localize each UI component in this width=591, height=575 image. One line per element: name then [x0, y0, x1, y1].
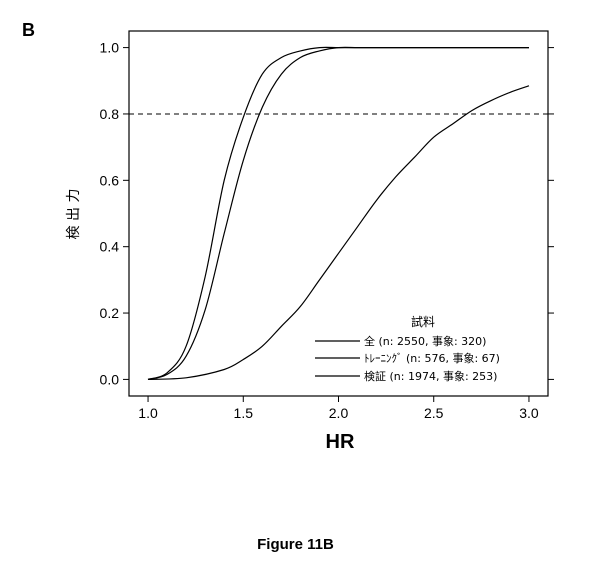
y-tick-label: 0.8 — [100, 106, 120, 122]
x-tick-label: 2.5 — [424, 405, 444, 421]
y-tick-label: 1.0 — [100, 40, 120, 56]
y-tick-label: 0.0 — [100, 371, 120, 387]
series-training-legend-label: ﾄﾚｰﾆﾝｸﾞ (n: 576, 事象: 67) — [364, 352, 500, 365]
series-layer — [148, 47, 529, 379]
series-validation-legend-label: 検証 (n: 1974, 事象: 253) — [364, 369, 497, 383]
figure-caption: Figure 11B — [0, 536, 591, 553]
series-training-line — [148, 47, 529, 379]
y-tick-label: 0.4 — [100, 239, 120, 255]
legend-title: 試料 — [411, 314, 435, 329]
y-axis-title: 検 出 力 — [66, 189, 82, 240]
series-all-legend-label: 全 (n: 2550, 事象: 320) — [364, 334, 486, 348]
x-axis-title: HR — [326, 431, 355, 453]
x-tick-label: 1.0 — [138, 405, 158, 421]
x-tick-label: 2.0 — [329, 405, 349, 421]
y-tick-label: 0.6 — [100, 172, 120, 188]
x-tick-label: 3.0 — [519, 405, 539, 421]
x-tick-label: 1.5 — [234, 405, 254, 421]
y-tick-label: 0.2 — [100, 305, 120, 321]
series-all-line — [148, 47, 529, 379]
legend: 試料全 (n: 2550, 事象: 320) ﾄﾚｰﾆﾝｸﾞ (n: 576, 事… — [315, 314, 500, 383]
